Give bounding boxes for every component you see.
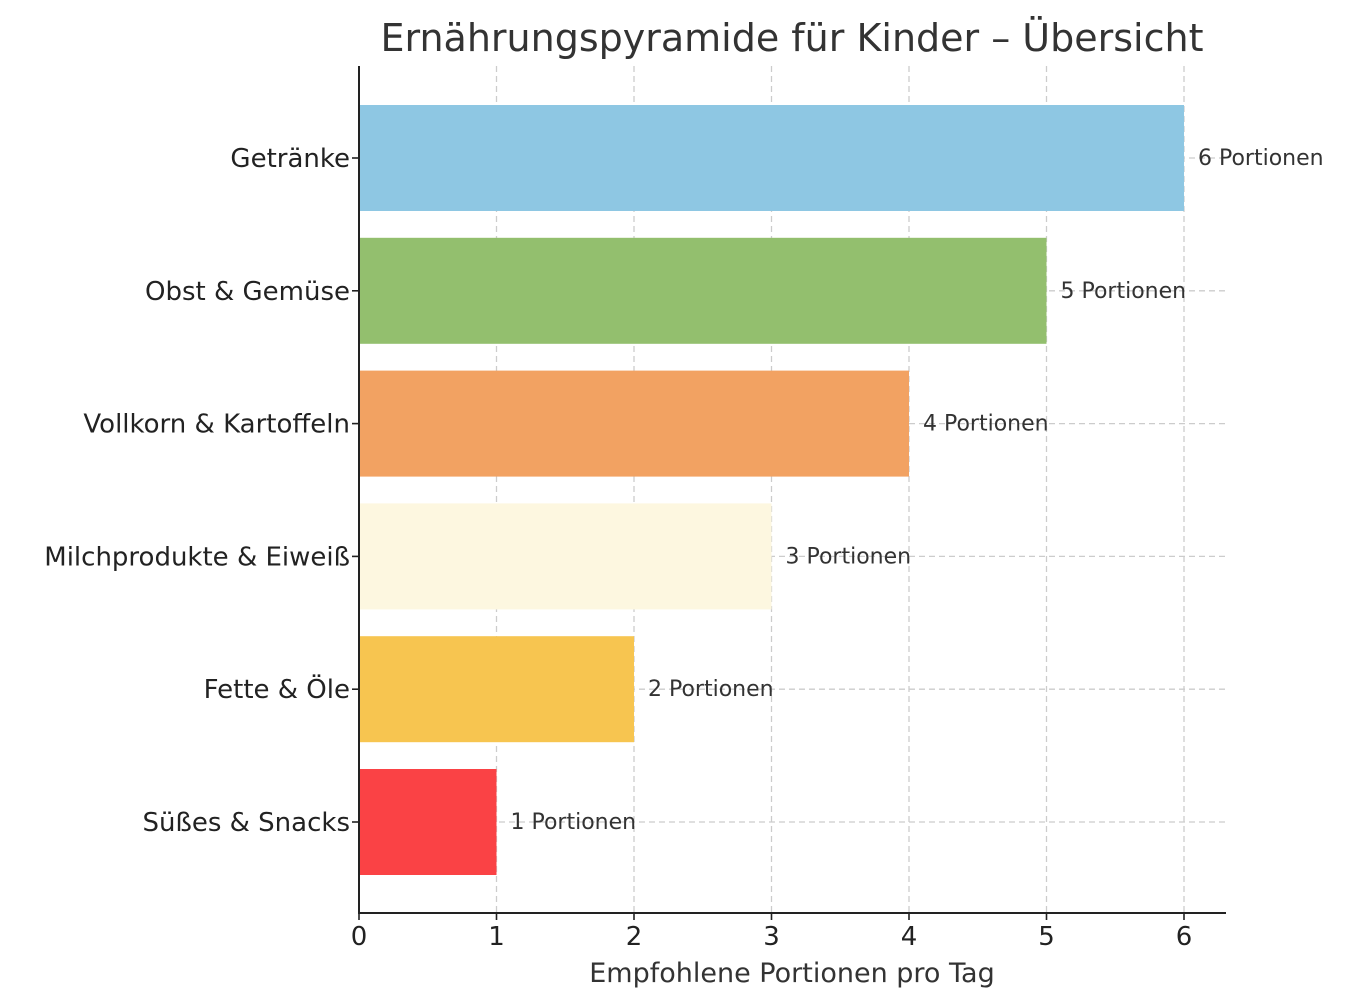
category-label: Süßes & Snacks xyxy=(142,808,350,838)
category-label: Fette & Öle xyxy=(204,673,350,705)
x-tick-label: 2 xyxy=(626,922,643,952)
bar xyxy=(359,370,909,477)
data-label: 1 Portionen xyxy=(511,810,637,835)
bar xyxy=(359,105,1184,211)
category-label: Vollkorn & Kartoffeln xyxy=(83,410,350,440)
bars xyxy=(359,105,1184,875)
bar xyxy=(359,769,497,875)
labels: Getränke 6 Portionen Obst & Gemüse 5 Portio… xyxy=(44,144,1323,838)
bar xyxy=(359,503,772,610)
x-tick-label: 0 xyxy=(351,922,368,952)
chart-title: Ernährungspyramide für Kinder – Übersich… xyxy=(381,16,1204,60)
x-tick-label: 3 xyxy=(763,922,780,952)
bar xyxy=(359,636,634,743)
category-label: Obst & Gemüse xyxy=(145,277,350,307)
data-label: 4 Portionen xyxy=(923,412,1049,437)
data-label: 3 Portionen xyxy=(786,544,912,569)
bar xyxy=(359,237,1047,344)
x-tick-label: 5 xyxy=(1038,922,1055,952)
data-label: 5 Portionen xyxy=(1061,279,1187,304)
axes xyxy=(358,66,1226,914)
category-label: Getränke xyxy=(230,144,350,174)
x-tick-label: 4 xyxy=(901,922,918,952)
data-label: 6 Portionen xyxy=(1198,146,1324,171)
category-label: Milchprodukte & Eiweiß xyxy=(44,542,350,572)
x-tick-label: 6 xyxy=(1176,922,1193,952)
x-tick-label: 1 xyxy=(488,922,505,952)
ticks: 0 1 2 3 4 5 6 xyxy=(351,157,1193,952)
data-label: 2 Portionen xyxy=(648,677,774,702)
x-axis-label: Empfohlene Portionen pro Tag xyxy=(589,958,994,989)
